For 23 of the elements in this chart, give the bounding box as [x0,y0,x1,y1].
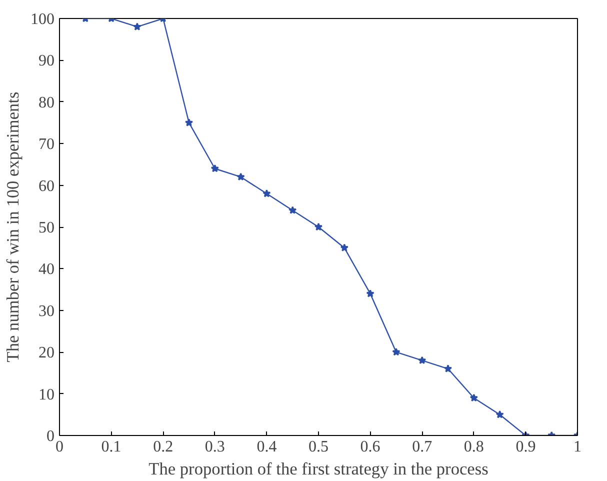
y-tick-label: 90 [38,52,54,70]
y-axis-title: The number of win in 100 experiments [4,92,22,362]
y-tick-label: 0 [46,428,54,445]
x-tick-label: 0.4 [256,438,277,456]
y-tick-label: 80 [38,94,54,112]
y-tick-label: 70 [38,136,54,154]
y-tick-label: 60 [38,178,54,195]
y-tick-label: 30 [38,302,54,320]
y-tick-label: 50 [38,220,54,236]
x-tick-label: 0.7 [412,438,432,456]
y-tick-label: 40 [38,261,54,278]
x-axis-title: The proportion of the first strategy in the process [148,460,489,478]
y-tick-label: 10 [38,386,54,404]
x-tick-label: 0.1 [101,438,122,456]
x-tick-label: 0.9 [516,438,536,456]
x-tick-label: 0.2 [153,438,174,456]
x-tick-label: 0.6 [360,438,380,456]
x-tick-label: 0.3 [204,438,225,456]
y-tick-label: 100 [30,11,54,28]
x-tick-label: 0.8 [464,438,484,456]
y-tick-label: 20 [38,344,54,362]
x-tick-label: 1 [574,438,582,456]
x-tick-label: 0.5 [308,438,328,456]
